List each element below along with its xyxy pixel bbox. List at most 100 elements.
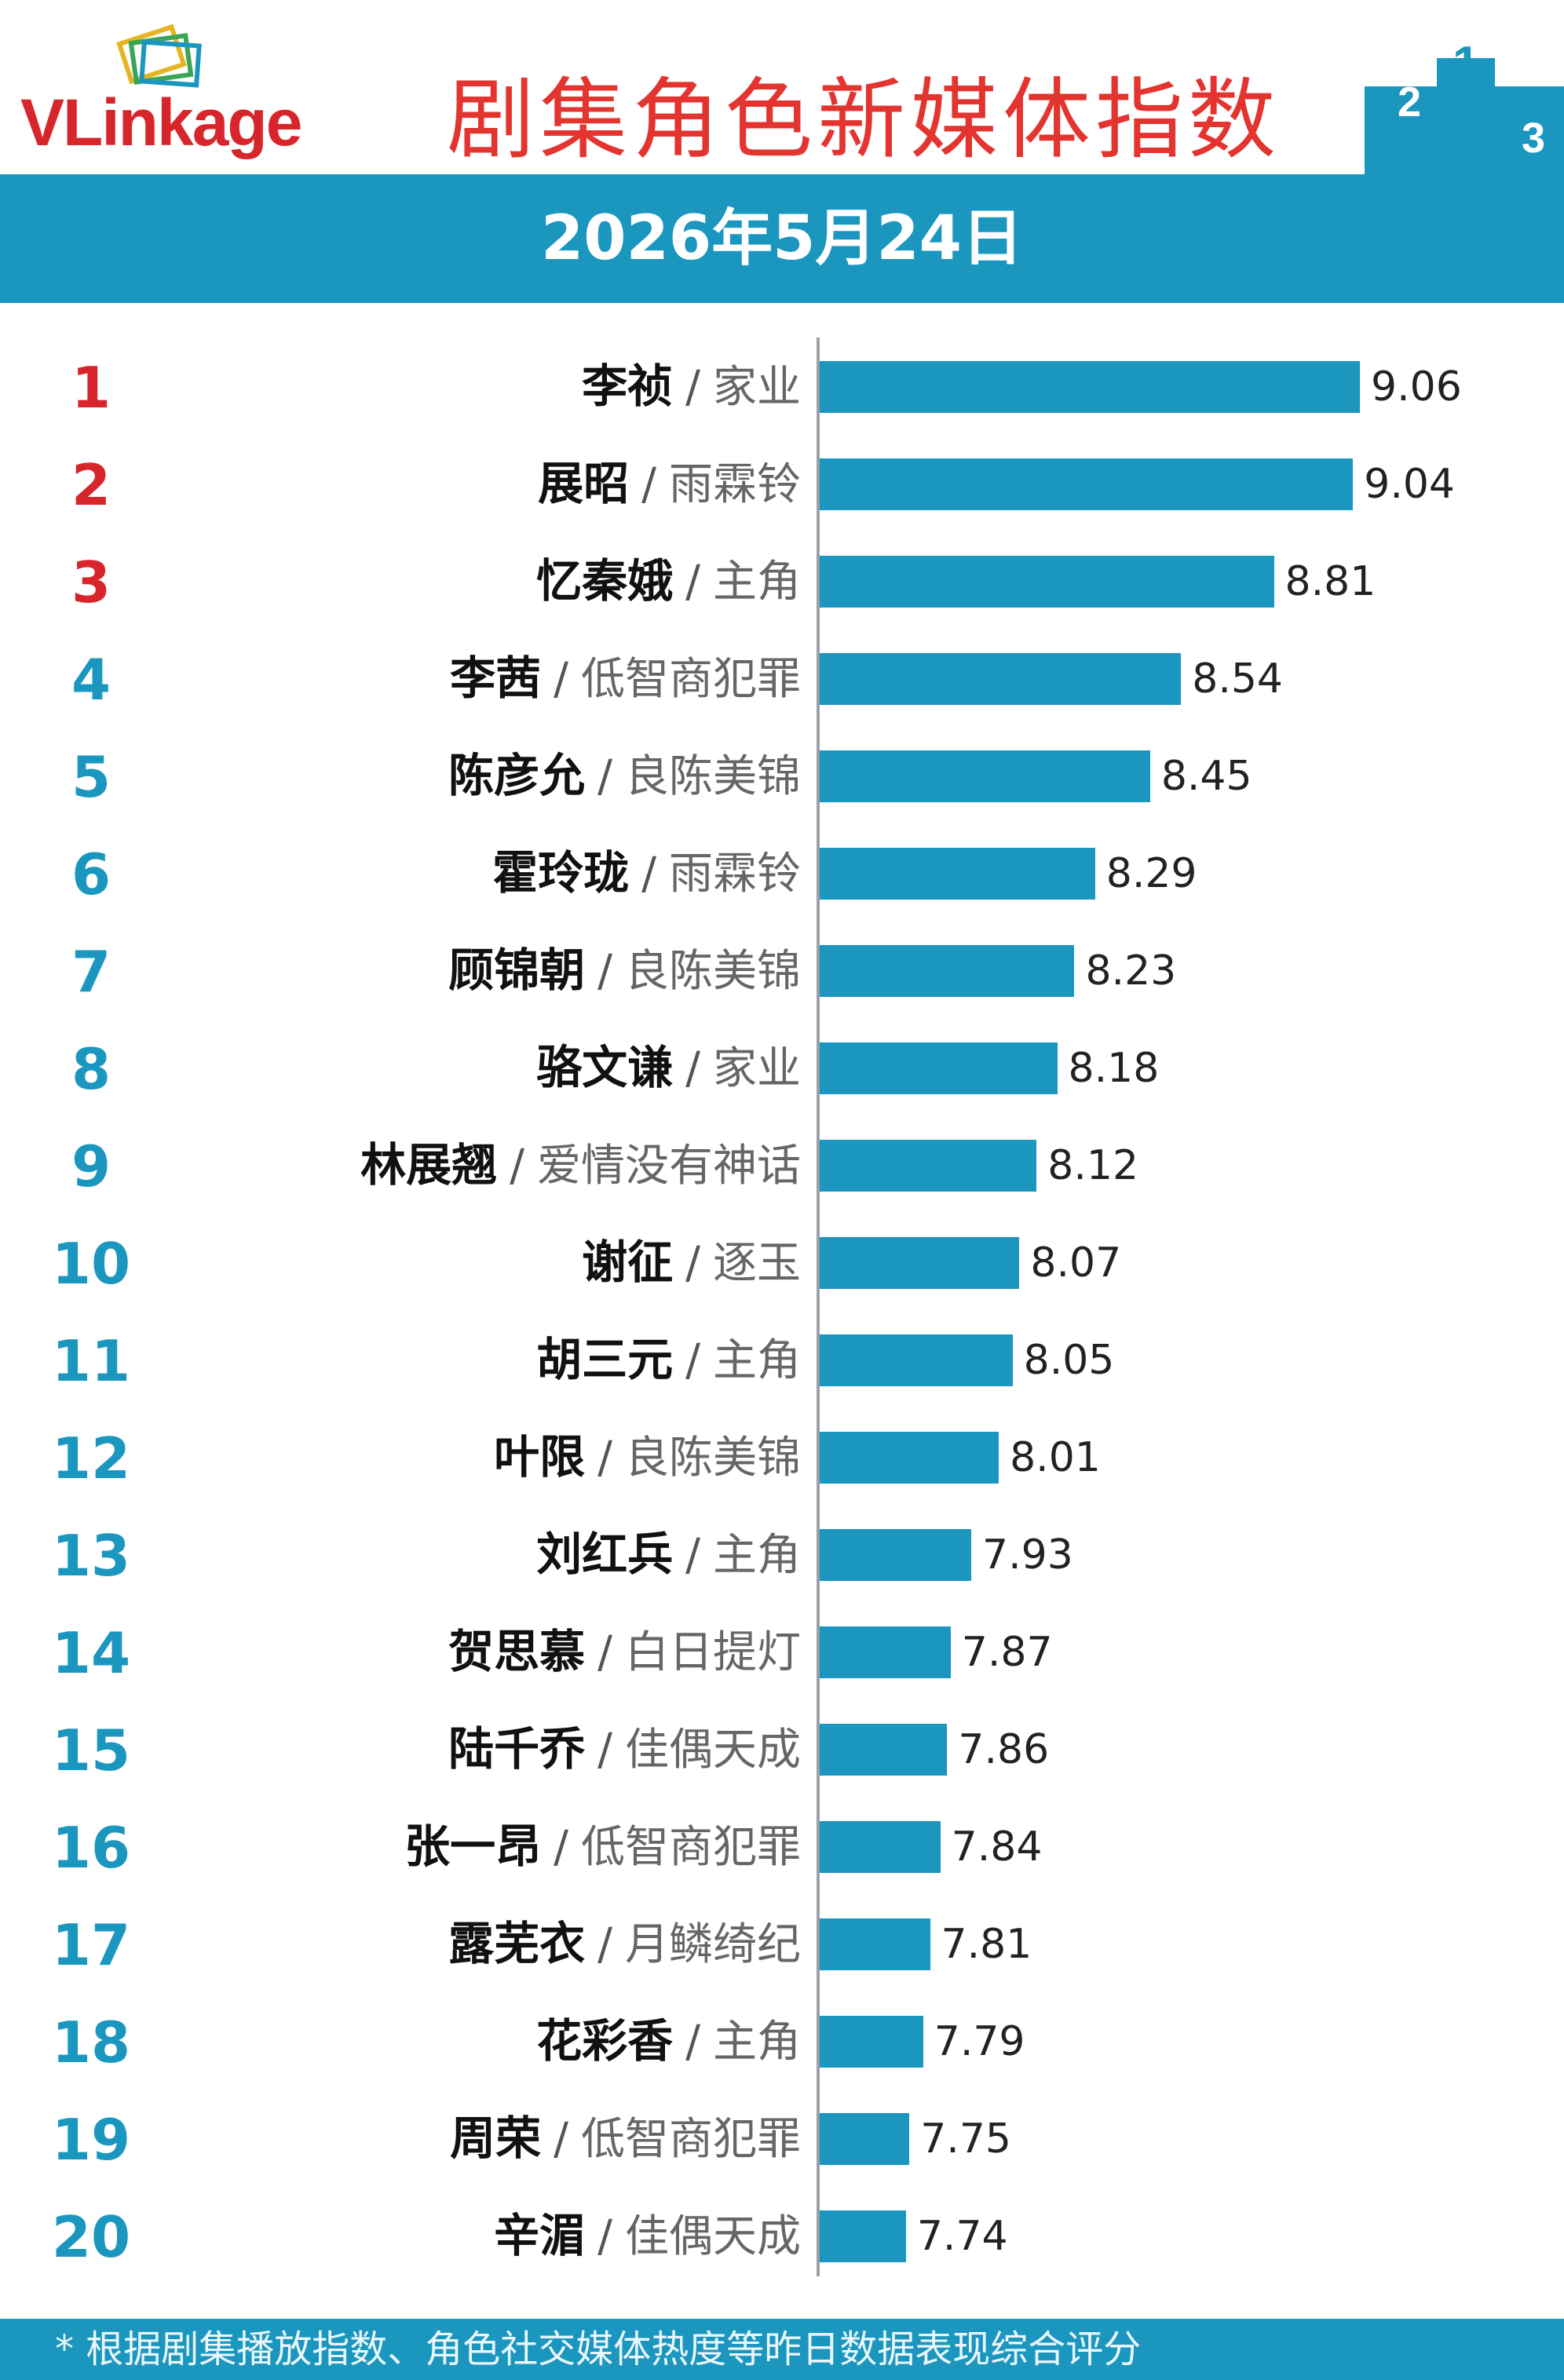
bar (820, 361, 1360, 413)
separator: / (597, 946, 612, 997)
row-label: 辛湄 / 佳偶天成 (494, 2207, 801, 2276)
rank-number: 1 (71, 355, 111, 421)
separator: / (685, 557, 700, 608)
row-label: 露芜衣 / 月鳞绮纪 (448, 1915, 801, 1984)
bar (820, 1724, 948, 1776)
row-label: 贺思慕 / 白日提灯 (448, 1623, 801, 1692)
separator: / (554, 1822, 568, 1873)
rank-number: 9 (71, 1133, 111, 1199)
row-label: 陈彦允 / 良陈美锦 (448, 747, 801, 816)
rank-number: 17 (51, 1912, 131, 1978)
separator: / (641, 459, 656, 510)
logo-text: VLinkage (20, 86, 302, 159)
bar-value-label: 8.07 (1030, 1239, 1122, 1287)
character-name: 忆秦娥 (536, 554, 674, 608)
character-name: 霍玲珑 (492, 846, 630, 900)
bar-value-label: 8.01 (1010, 1434, 1101, 1481)
separator: / (685, 1530, 700, 1581)
character-name: 张一昂 (404, 1820, 542, 1873)
separator: / (685, 362, 700, 413)
separator: / (597, 1433, 612, 1484)
rank-number: 2 (71, 452, 111, 518)
bar (820, 945, 1075, 997)
row-label: 张一昂 / 低智商犯罪 (404, 1818, 801, 1886)
date-banner: 2026年5月24日 (0, 174, 1564, 303)
show-name: 良陈美锦 (625, 946, 801, 997)
character-name: 花彩香 (536, 2014, 674, 2068)
bar (820, 1334, 1013, 1386)
svg-text:2: 2 (1398, 78, 1421, 126)
rank-number: 15 (51, 1717, 131, 1783)
rank-number: 19 (51, 2107, 131, 2173)
separator: / (597, 2211, 612, 2262)
row-label: 李祯 / 家业 (582, 358, 801, 426)
bar (820, 2113, 910, 2165)
svg-text:3: 3 (1522, 115, 1545, 162)
chart-axis-line (817, 338, 820, 2276)
character-name: 刘红兵 (536, 1528, 674, 1581)
character-name: 展昭 (538, 457, 630, 510)
show-name: 佳偶天成 (625, 2211, 801, 2262)
row-label: 花彩香 / 主角 (536, 2013, 801, 2081)
row-label: 李茜 / 低智商犯罪 (450, 650, 801, 718)
rank-number: 3 (71, 549, 111, 615)
bar-value-label: 7.75 (920, 2115, 1011, 2163)
rank-number: 20 (51, 2204, 131, 2270)
bar (820, 458, 1354, 510)
row-label: 顾锦朝 / 良陈美锦 (448, 942, 801, 1010)
show-name: 低智商犯罪 (581, 1822, 801, 1873)
separator: / (597, 751, 612, 802)
character-name: 胡三元 (536, 1333, 674, 1386)
separator: / (685, 1238, 700, 1289)
bar-value-label: 8.05 (1023, 1337, 1115, 1384)
rank-number: 14 (51, 1620, 131, 1686)
character-name: 陆千乔 (448, 1722, 586, 1776)
rank-number: 18 (51, 2009, 131, 2075)
show-name: 低智商犯罪 (581, 654, 801, 705)
bar-value-label: 7.79 (934, 2018, 1025, 2065)
row-label: 叶限 / 良陈美锦 (494, 1429, 801, 1497)
show-name: 良陈美锦 (625, 751, 801, 802)
bar (820, 1529, 972, 1581)
separator: / (597, 1725, 612, 1776)
show-name: 家业 (713, 362, 801, 413)
bar (820, 1042, 1058, 1094)
rank-number: 6 (71, 841, 111, 907)
show-name: 逐玉 (713, 1238, 801, 1289)
rank-number: 12 (51, 1425, 131, 1491)
separator: / (641, 849, 656, 900)
character-name: 骆文谦 (536, 1041, 674, 1094)
show-name: 主角 (713, 557, 801, 608)
show-name: 主角 (713, 2017, 801, 2068)
character-name: 露芜衣 (448, 1917, 586, 1970)
bar (820, 848, 1095, 900)
show-name: 良陈美锦 (625, 1433, 801, 1484)
row-label: 林展翘 / 爱情没有神话 (360, 1137, 801, 1205)
rank-number: 8 (71, 1036, 111, 1102)
show-name: 主角 (713, 1335, 801, 1386)
show-name: 家业 (713, 1043, 801, 1094)
row-label: 刘红兵 / 主角 (536, 1526, 801, 1594)
bar-value-label: 7.74 (916, 2213, 1008, 2260)
rank-number: 4 (71, 647, 111, 713)
show-name: 佳偶天成 (625, 1725, 801, 1776)
bar-value-label: 8.81 (1284, 558, 1376, 605)
rank-number: 11 (51, 1328, 131, 1394)
logo-cards-icon (116, 24, 202, 88)
show-name: 爱情没有神话 (537, 1141, 801, 1192)
svg-text:1: 1 (1453, 37, 1479, 91)
show-name: 主角 (713, 1530, 801, 1581)
row-label: 骆文谦 / 家业 (536, 1039, 801, 1108)
bar (820, 1821, 941, 1873)
bar-value-label: 7.87 (961, 1629, 1053, 1676)
footer-note: * 根据剧集播放指数、角色社交媒体热度等昨日数据表现综合评分 (0, 2319, 1564, 2380)
vlinkage-logo: VLinkage (14, 24, 344, 159)
character-name: 周荣 (450, 2112, 542, 2165)
rank-number: 7 (71, 939, 111, 1005)
show-name: 白日提灯 (625, 1627, 801, 1678)
bar (820, 2210, 906, 2262)
bar (820, 1237, 1020, 1289)
show-name: 雨霖铃 (669, 459, 801, 510)
bar (820, 1140, 1037, 1192)
character-name: 谢征 (582, 1236, 674, 1289)
